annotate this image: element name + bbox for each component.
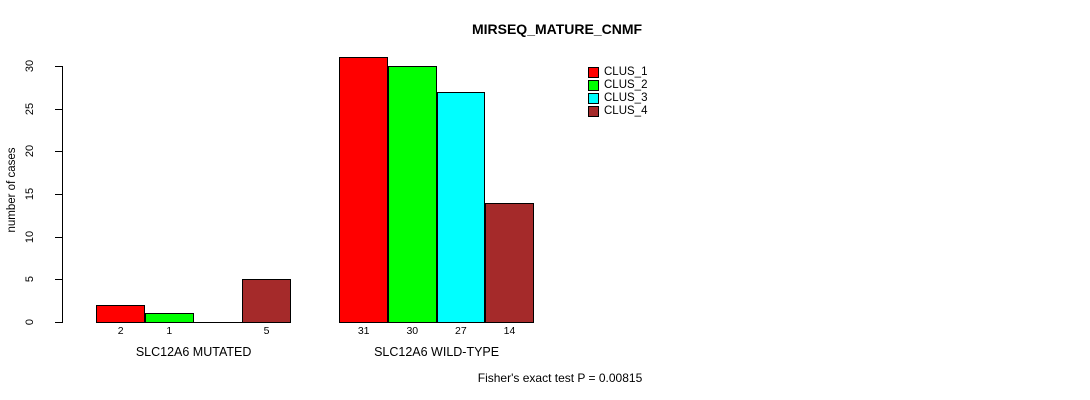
bar-value-label: 1 bbox=[166, 325, 173, 337]
y-tick bbox=[55, 237, 62, 238]
bar-value-label: 31 bbox=[357, 325, 370, 337]
bar-clus-2-slc12a6-wild-type bbox=[388, 66, 437, 323]
x-category-label: SLC12A6 MUTATED bbox=[135, 345, 252, 359]
bar-clus-2-slc12a6-mutated bbox=[145, 313, 194, 323]
legend-row: CLUS_4 bbox=[588, 105, 647, 118]
bar-clus-4-slc12a6-wild-type bbox=[485, 203, 534, 323]
bar-clus-3-slc12a6-wild-type bbox=[436, 92, 486, 323]
y-axis-line bbox=[62, 66, 63, 323]
y-tick-label: 30 bbox=[24, 59, 36, 73]
legend-row: CLUS_1 bbox=[588, 66, 647, 79]
y-tick bbox=[55, 109, 62, 110]
legend-label: CLUS_1 bbox=[604, 66, 648, 78]
bar-value-label: 27 bbox=[455, 325, 467, 337]
legend-swatch-clus_4 bbox=[588, 106, 599, 117]
y-tick-label: 25 bbox=[24, 102, 36, 116]
bar-clus-4-slc12a6-mutated bbox=[242, 279, 291, 323]
y-tick-label: 10 bbox=[24, 230, 36, 244]
legend-label: CLUS_3 bbox=[604, 92, 648, 104]
legend-swatch-clus_3 bbox=[588, 93, 599, 104]
bar-value-label bbox=[194, 325, 243, 337]
bar-clus-1-slc12a6-mutated bbox=[96, 305, 145, 323]
legend-swatch-clus_2 bbox=[588, 80, 599, 91]
chart-title: MIRSEQ_MATURE_CNMF bbox=[471, 21, 643, 37]
legend-row: CLUS_2 bbox=[588, 79, 647, 92]
bar-clus-1-slc12a6-wild-type bbox=[339, 57, 388, 323]
bar-value-label: 30 bbox=[406, 325, 419, 337]
y-tick bbox=[55, 66, 62, 67]
bar-value-label: 14 bbox=[503, 325, 516, 337]
legend: CLUS_1 CLUS_2 CLUS_3 CLUS_4 bbox=[588, 66, 647, 118]
y-tick bbox=[55, 151, 62, 152]
y-tick bbox=[55, 279, 62, 280]
y-tick-label: 15 bbox=[24, 187, 36, 201]
bar-value-label: 5 bbox=[263, 325, 270, 337]
x-category-label: SLC12A6 WILD-TYPE bbox=[374, 345, 500, 359]
legend-row: CLUS_3 bbox=[588, 92, 647, 105]
legend-swatch-clus_1 bbox=[588, 67, 599, 78]
bar-value-label: 2 bbox=[117, 325, 124, 337]
y-tick-label: 20 bbox=[24, 144, 36, 158]
y-tick-label: 0 bbox=[24, 318, 36, 326]
legend-label: CLUS_4 bbox=[604, 105, 648, 117]
y-tick-label: 5 bbox=[24, 275, 36, 283]
bar-clus-3-slc12a6-mutated bbox=[193, 322, 243, 323]
y-tick bbox=[55, 322, 62, 323]
y-axis-label: number of cases bbox=[6, 147, 18, 233]
y-tick bbox=[55, 194, 62, 195]
legend-label: CLUS_2 bbox=[604, 79, 648, 91]
fisher-test-annotation: Fisher's exact test P = 0.00815 bbox=[477, 371, 643, 385]
